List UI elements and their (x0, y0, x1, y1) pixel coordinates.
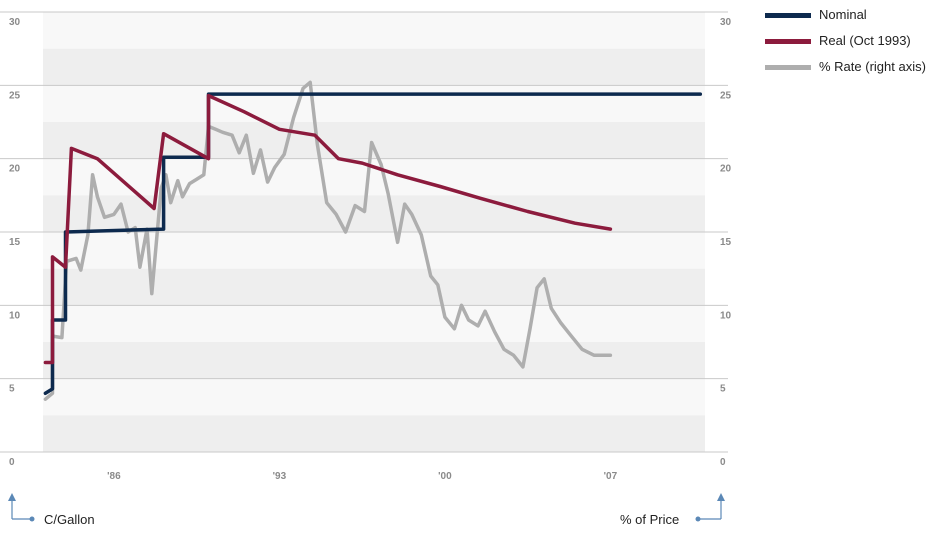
series-line--rate-right-axis (43, 80, 613, 401)
background-bands (43, 12, 705, 452)
legend-swatch-nominal (765, 13, 811, 18)
legend-label: Nominal (819, 7, 867, 22)
x-tick-label: '86 (107, 471, 121, 482)
band-lower (43, 122, 705, 159)
legend-swatch-rate (765, 65, 811, 70)
x-tick-label: '07 (604, 471, 618, 482)
band-lower (43, 268, 705, 306)
legend-label: Real (Oct 1993) (819, 33, 911, 48)
band-lower (43, 415, 705, 452)
left-axis-arrow-icon (8, 493, 35, 522)
left-tick-label: 0 (9, 457, 15, 468)
band-lower (43, 342, 705, 379)
left-tick-label: 10 (9, 310, 21, 321)
right-axis-arrow-icon (695, 493, 725, 522)
right-tick-label: 5 (720, 384, 726, 395)
right-axis-ticks: 0 5 10 15 20 25 30 (720, 17, 732, 468)
series-lines (43, 80, 703, 401)
right-tick-label: 25 (720, 90, 732, 101)
band-lower (43, 48, 705, 86)
left-tick-label: 25 (9, 90, 21, 101)
band-upper (43, 158, 705, 196)
left-tick-label: 30 (9, 17, 21, 28)
legend-swatch-real (765, 39, 811, 44)
band-upper (43, 85, 705, 122)
series-line-real-oct-1993 (43, 93, 613, 365)
legend-label: % Rate (right axis) (819, 59, 926, 74)
band-lower (43, 195, 705, 232)
band-upper (43, 12, 705, 49)
left-tick-label: 20 (9, 164, 21, 175)
right-tick-label: 20 (720, 164, 732, 175)
x-tick-label: '93 (273, 471, 287, 482)
right-tick-label: 15 (720, 237, 732, 248)
band-upper (43, 305, 705, 342)
x-tick-label: '00 (438, 471, 452, 482)
left-axis-title: C/Gallon (44, 512, 95, 527)
right-tick-label: 0 (720, 457, 726, 468)
left-tick-label: 5 (9, 384, 15, 395)
left-axis-ticks: 0 5 10 15 20 25 30 (9, 17, 21, 468)
band-upper (43, 378, 705, 416)
x-axis-ticks: '86 '93 '00 '07 (107, 471, 617, 482)
right-axis-title: % of Price (620, 512, 680, 527)
right-tick-label: 10 (720, 310, 732, 321)
right-tick-label: 30 (720, 17, 732, 28)
left-tick-label: 15 (9, 237, 21, 248)
